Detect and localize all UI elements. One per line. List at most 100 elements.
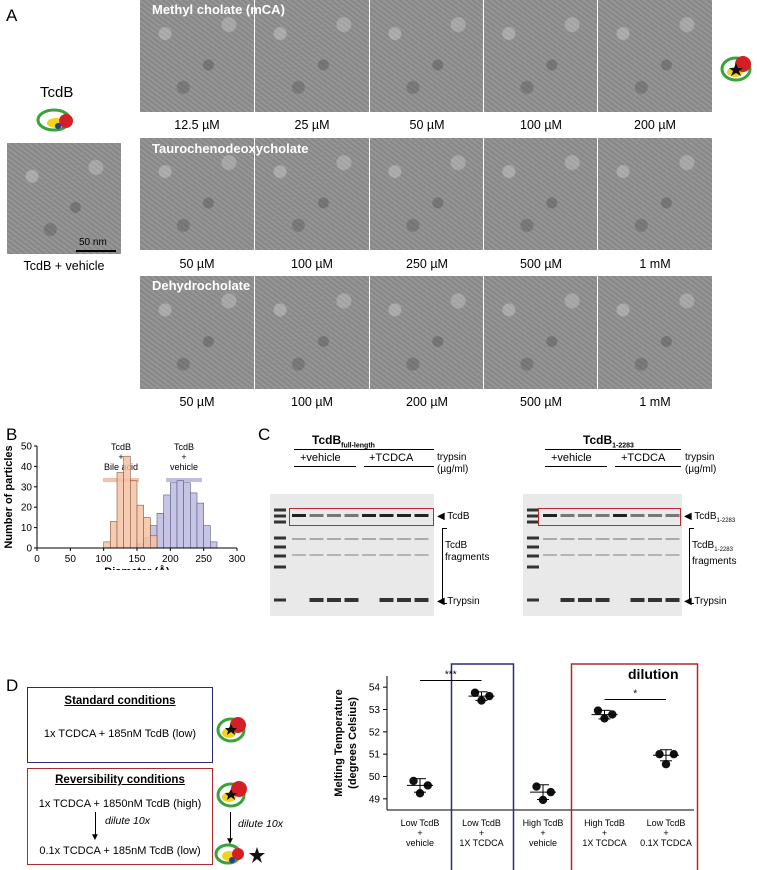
tcdb-band <box>630 514 645 517</box>
row2-conc-3: 250 µM <box>406 257 448 271</box>
row3-title: Dehydrocholate <box>152 278 251 293</box>
standard-title: Standard conditions <box>64 695 176 707</box>
row1-conc-3: 50 µM <box>409 118 445 132</box>
row2-conc-5: 1 mM <box>639 257 671 271</box>
gel1-highlight <box>289 508 434 526</box>
category-label: 1X TCDCA <box>582 838 626 848</box>
gel2-title-main: TcdB <box>583 433 613 447</box>
fragment-band <box>543 554 557 556</box>
fragment-band <box>309 554 324 556</box>
fragment-band <box>379 538 394 540</box>
outer-arrow-head: ▼ <box>225 836 235 847</box>
ladder-band <box>527 545 539 549</box>
tcdb-label: TcdB <box>40 84 74 101</box>
gel1-title-line <box>294 449 434 450</box>
fragment-band <box>578 554 592 556</box>
row3-conc-1: 50 µM <box>179 395 215 409</box>
tcdb-band <box>665 514 680 517</box>
fragment-band <box>292 554 306 556</box>
x-tick-label: 0 <box>34 554 40 565</box>
em-row2-img1 <box>140 138 254 250</box>
fragment-band <box>379 554 394 556</box>
data-point <box>593 706 603 715</box>
data-point <box>661 760 671 769</box>
ladder-band <box>527 598 539 602</box>
trypsin-band <box>665 598 680 602</box>
fragment-band <box>414 538 429 540</box>
em-row1-img5 <box>598 0 712 112</box>
gel2-group2-line <box>615 466 681 467</box>
y-tick-label: 50 <box>369 772 381 783</box>
standard-text: 1x TCDCA + 185nM TcdB (low) <box>43 728 197 740</box>
bar-vehicle <box>183 482 191 549</box>
em-row1-img4 <box>484 0 597 112</box>
fragment-band <box>397 538 411 540</box>
category-label: Low TcdB <box>401 818 440 828</box>
row1-conc-5: 200 µM <box>634 118 676 132</box>
trypsin-band <box>379 598 394 602</box>
tcdb-band <box>578 514 592 517</box>
scalebar-label: 50 nm <box>79 237 107 248</box>
bar-vehicle <box>190 492 198 549</box>
trypsin-band <box>595 598 610 602</box>
x-tick-label: 250 <box>195 554 212 565</box>
y-tick-label: 10 <box>21 523 33 534</box>
x-tick-label: 150 <box>129 554 146 565</box>
em-row1-img2 <box>255 0 369 112</box>
trypsin-band <box>648 598 662 602</box>
gel2-label-tcdb-sub: 1-2283 <box>716 518 736 524</box>
fragment-band <box>595 538 610 540</box>
tcdb-band <box>648 514 662 517</box>
fragment-band <box>414 554 429 556</box>
tcdb-bound-cartoon-icon <box>720 56 752 82</box>
em-row3-img1 <box>140 276 254 389</box>
bar-bile <box>116 472 124 549</box>
category-label: High TcdB <box>584 818 625 828</box>
reversibility-text1: 1x TCDCA + 1850nM TcdB (high) <box>38 798 202 810</box>
panel-c-letter: C <box>258 425 271 444</box>
data-point <box>669 749 678 759</box>
bar-vehicle <box>196 502 204 549</box>
category-label: + <box>663 828 668 838</box>
y-tick-label: 0 <box>26 544 32 555</box>
sig-label-2: * <box>633 688 637 699</box>
em-row2-img2 <box>255 138 369 250</box>
fragment-band <box>362 538 376 540</box>
tcdb-band <box>379 514 394 517</box>
bar-vehicle <box>203 525 211 549</box>
fragment-band <box>344 538 359 540</box>
ladder-band <box>274 598 286 602</box>
y-tick-label: 51 <box>369 750 381 761</box>
gel2-label-trypsin: Trypsin <box>694 596 727 607</box>
gel2-arrow-tcdb: ◀ TcdB1-2283 <box>684 511 736 524</box>
gel1-group2: +TCDCA <box>369 452 414 464</box>
ladder-band <box>527 508 539 512</box>
y-axis-label: (degrees Celsius) <box>347 697 359 789</box>
tcdb-band <box>309 514 324 517</box>
em-row1-img3 <box>370 0 483 112</box>
trypsin-band <box>578 598 592 602</box>
reversibility-text2: 0.1x TCDCA + 185nM TcdB (low) <box>39 845 201 857</box>
gel2-bands: 245180135100756348250255010002550100 <box>527 508 680 602</box>
row3-conc-2: 100 µM <box>291 395 333 409</box>
category-label: + <box>479 828 484 838</box>
gel2-fragments: TcdB1-2283 fragments <box>692 540 736 568</box>
reversibility-title: Reversibility conditions <box>55 774 185 786</box>
tcdb-band <box>327 514 341 517</box>
panel-d-letter: D <box>6 676 19 695</box>
em-row2-img5 <box>598 138 712 250</box>
category-label: + <box>540 828 545 838</box>
gel2-group1: +vehicle <box>551 452 592 464</box>
data-point <box>655 749 664 759</box>
fragment-band <box>309 538 324 540</box>
vehicle-micrograph <box>7 143 121 254</box>
y-tick-label: 20 <box>21 503 33 514</box>
y-tick-label: 53 <box>369 705 381 716</box>
outer-dilute-label: dilute 10x <box>238 818 283 830</box>
gel2-fragments-word: fragments <box>692 556 737 567</box>
x-tick-label: 300 <box>229 554 246 565</box>
reversibility-box <box>27 768 213 865</box>
legend-vehicle: TcdB + vehicle <box>169 442 198 472</box>
data-point <box>470 688 480 697</box>
em-row2-img4 <box>484 138 597 250</box>
